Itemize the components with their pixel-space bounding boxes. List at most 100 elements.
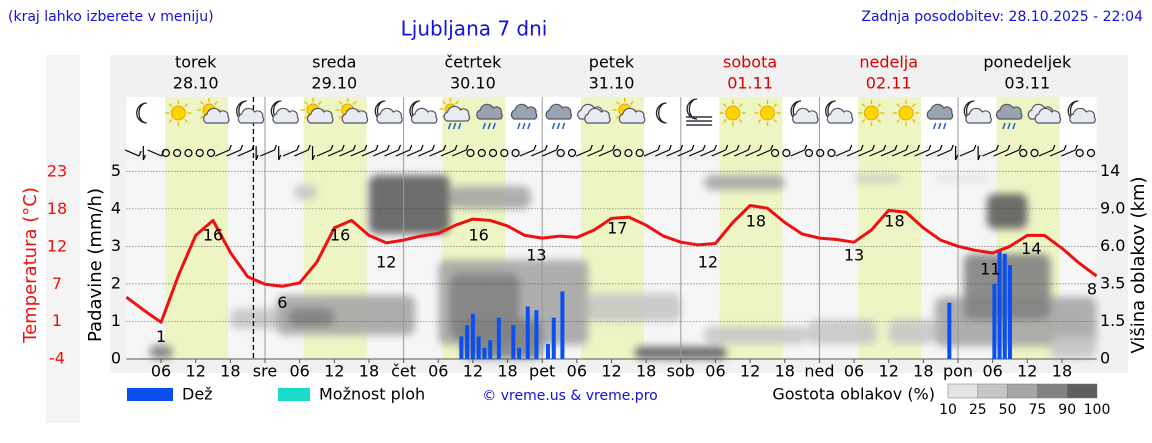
cloud bbox=[1034, 107, 1062, 124]
wind-feather bbox=[255, 154, 259, 161]
rain-bar bbox=[511, 325, 516, 359]
temperature-axis-title: Temperatura (°C) bbox=[20, 187, 41, 344]
temperature-label: 16 bbox=[468, 225, 488, 244]
sun bbox=[898, 105, 914, 121]
y2-tick-label: 1.5 bbox=[1100, 311, 1125, 330]
wind-barb bbox=[395, 149, 411, 157]
wind-calm bbox=[1086, 148, 1096, 158]
precip-axis-title: Padavine (mm/h) bbox=[85, 188, 106, 342]
sun-ray bbox=[738, 118, 743, 123]
sun-ray bbox=[896, 103, 901, 108]
wind-barb bbox=[282, 149, 298, 157]
x-tick-label: 12 bbox=[740, 362, 760, 381]
temperature-label: 13 bbox=[526, 246, 546, 265]
wind-feather bbox=[871, 144, 875, 151]
sun-ray bbox=[168, 118, 173, 123]
day-name: sreda bbox=[312, 53, 356, 72]
weather-icons bbox=[136, 98, 1096, 130]
wind-calm bbox=[1030, 148, 1039, 158]
cloud-blob bbox=[588, 293, 681, 322]
wind-barb bbox=[1004, 149, 1020, 157]
wind-barb bbox=[903, 149, 918, 157]
sun-ray bbox=[896, 118, 901, 123]
temperature-tick-label: 1 bbox=[52, 311, 62, 330]
wind-feather bbox=[544, 144, 548, 151]
wind-calm bbox=[556, 148, 565, 158]
wind-calm bbox=[782, 148, 791, 158]
cloud bbox=[237, 107, 265, 124]
wind-feather bbox=[977, 154, 981, 161]
x-tick-label: 12 bbox=[463, 362, 483, 381]
wind-calm bbox=[770, 148, 780, 158]
wind-calm bbox=[477, 148, 486, 158]
cloud bbox=[826, 107, 854, 124]
wind-feather bbox=[555, 144, 560, 151]
temperature-label: 14 bbox=[1021, 239, 1041, 258]
wind-feather bbox=[770, 144, 774, 151]
wind-feather bbox=[307, 144, 311, 151]
wind-feather bbox=[409, 144, 413, 151]
rain-drop bbox=[561, 122, 566, 130]
wind-calm bbox=[511, 148, 520, 158]
wind-feather bbox=[736, 144, 740, 151]
sun-ray bbox=[773, 118, 778, 123]
wind-barb bbox=[880, 149, 896, 157]
rain-drop bbox=[447, 122, 452, 130]
wind-barb bbox=[429, 149, 444, 157]
sun-ray bbox=[757, 103, 762, 108]
cloud bbox=[203, 107, 230, 124]
cloud bbox=[792, 107, 819, 124]
rain-bar bbox=[470, 313, 475, 359]
rain-drop bbox=[1012, 122, 1016, 130]
temperature-label: 18 bbox=[884, 212, 904, 231]
wind-symbols bbox=[124, 144, 1096, 161]
cloud-legend-label: 100 bbox=[1084, 402, 1111, 418]
left-panel bbox=[46, 55, 80, 423]
wind-barb bbox=[790, 149, 805, 157]
y-tick-label: 4 bbox=[111, 198, 121, 217]
rain-bar bbox=[525, 306, 530, 359]
x-tick-label: čet bbox=[391, 362, 416, 381]
temperature-label: 16 bbox=[330, 225, 350, 244]
cloud bbox=[545, 103, 573, 120]
rain-drop bbox=[932, 122, 937, 130]
wind-barb bbox=[215, 149, 230, 157]
day-date: 02.11 bbox=[866, 74, 912, 93]
wind-calm bbox=[195, 148, 204, 158]
wind-feather bbox=[747, 144, 751, 151]
wind-barb bbox=[451, 149, 467, 157]
wind-barb bbox=[440, 149, 456, 157]
cloud-legend-label: 90 bbox=[1058, 402, 1076, 418]
wind-feather bbox=[364, 144, 368, 151]
rain-bar bbox=[459, 336, 464, 359]
rain-drop bbox=[556, 122, 561, 130]
x-tick-label: 06 bbox=[705, 362, 725, 381]
wind-feather bbox=[702, 144, 706, 151]
wind-barb bbox=[294, 149, 309, 157]
daylight-band bbox=[858, 97, 922, 359]
rain-bar bbox=[997, 250, 1002, 359]
cloud bbox=[306, 107, 334, 124]
sun-ray bbox=[184, 118, 189, 123]
moon bbox=[686, 98, 698, 120]
temperature-label: 1 bbox=[156, 327, 166, 346]
cloud bbox=[584, 107, 611, 124]
cloud bbox=[995, 103, 1023, 120]
wind-barb bbox=[1049, 149, 1065, 157]
rain-bar bbox=[551, 317, 556, 359]
rain-bar bbox=[496, 317, 501, 359]
x-tick-label: 18 bbox=[775, 362, 795, 381]
day-name: sobota bbox=[723, 53, 777, 72]
wind-calm bbox=[466, 148, 475, 158]
wind-feather bbox=[973, 144, 977, 151]
wind-feather bbox=[240, 144, 244, 151]
sun bbox=[725, 105, 741, 121]
cloud-blob bbox=[963, 253, 1051, 320]
wind-barb bbox=[869, 149, 884, 157]
cloud bbox=[341, 107, 369, 124]
wind-calm bbox=[1075, 148, 1084, 158]
cloud-legend-swatch bbox=[1007, 383, 1038, 399]
wind-barb bbox=[937, 149, 952, 157]
wind-barb bbox=[147, 149, 162, 157]
wind-feather bbox=[713, 144, 717, 151]
